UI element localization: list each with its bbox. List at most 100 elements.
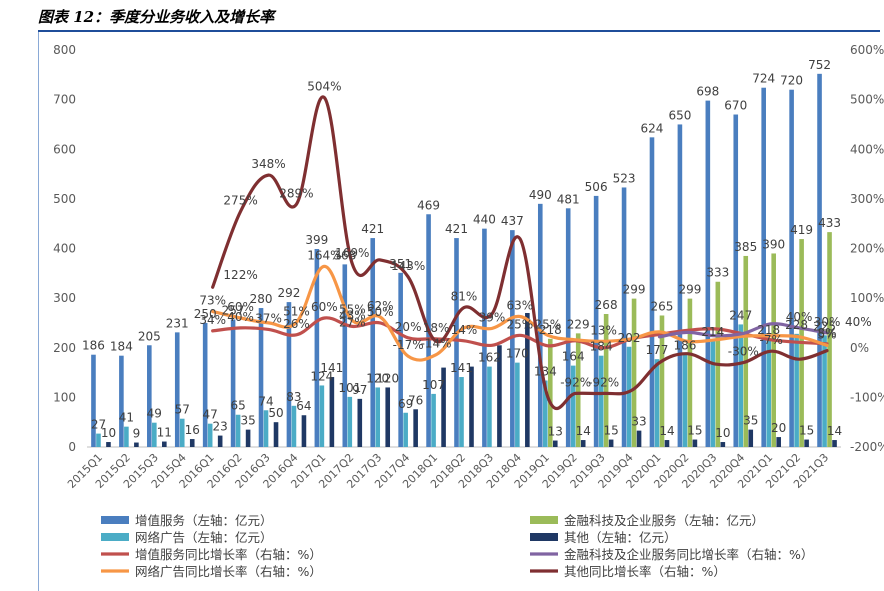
legend-label: 其他（左轴：亿元） [564,530,677,545]
bar-data-label: 724 [752,72,775,86]
bar [626,346,632,447]
line-data-label: 60% [227,300,254,314]
bar [431,393,436,447]
bar [827,232,832,447]
bar-data-label: 624 [641,121,664,135]
bar-data-label: 33 [631,415,646,429]
bar [677,124,683,447]
growth-line [211,264,829,362]
bar-data-label: 10 [101,426,116,440]
bar-data-label: 101 [338,381,361,395]
bar [542,380,548,447]
bar-data-label: 469 [417,198,440,212]
bar-data-label: 228 [785,318,808,332]
y-right-tick-label: 0% [850,341,869,355]
y-left-tick-label: 100 [53,390,76,404]
line-data-label: 40% [786,310,813,324]
bar-data-label: 225 [813,319,836,333]
bar [743,255,749,447]
bar [357,398,363,447]
bar-data-label: 14 [576,424,591,438]
bar [552,440,558,447]
bar-data-label: 399 [305,233,328,247]
line-data-label: 5% [818,327,837,341]
y-right-tick-label: -100% [850,390,884,404]
bar [314,248,320,447]
bar-data-label: 299 [678,283,701,297]
bar-data-label: 57 [175,403,190,417]
bar [134,442,139,447]
bar [342,264,348,447]
bar-data-label: 280 [250,292,273,306]
bar [258,308,264,447]
bar [598,355,604,447]
line-data-label: 50% [367,305,394,319]
bar-data-label: 247 [729,308,752,322]
bar-data-label: 170 [506,347,529,361]
bar [230,319,236,447]
legend-swatch [101,533,129,541]
bar [413,409,418,447]
bar-data-label: 162 [478,351,501,365]
y-left-tick-label: 800 [53,43,76,57]
bar-data-label: 333 [706,266,729,280]
bar-data-label: 214 [701,325,724,339]
bar-data-label: 265 [651,299,674,313]
legend-swatch [101,516,129,524]
y-left-tick-label: 300 [53,291,76,305]
line-data-label: 348% [251,157,285,171]
y-right-tick-label: 300% [850,192,884,206]
bar [329,377,335,447]
line-data-label: 275% [223,193,257,207]
bar-data-label: 13 [548,425,563,439]
bar [761,87,766,447]
line-data-label: 14% [451,323,478,337]
line-data-label: 73% [199,294,226,308]
legend-label: 增值服务（左轴：亿元） [135,513,273,528]
legend-label: 增值服务同比增长率（右轴：%） [135,547,322,562]
bar [370,238,376,447]
legend: 增值服务（左轴：亿元） 金融科技及企业服务（左轴：亿元） 网络广告（左轴：亿元） 其他… [101,513,813,579]
line-data-label: -30% [728,345,759,359]
bar [286,302,292,447]
bar [487,366,492,447]
bar-data-label: 490 [529,188,552,202]
y-left-tick-label: 200 [53,341,76,355]
growth-line [211,316,829,350]
bar [789,89,794,447]
bar-data-label: 268 [595,298,618,312]
line-data-label: 55% [339,302,366,316]
bar [664,440,670,447]
line-data-label: 143% [391,259,425,273]
bar-data-label: 83 [286,390,301,404]
bar-data-label: 351 [389,257,412,271]
bar [459,377,464,447]
bar [705,100,711,448]
bar-data-label: 41 [119,411,134,425]
bar-data-label: 15 [687,424,702,438]
bar [537,203,543,447]
bar-data-label: 14 [659,424,674,438]
bar-data-label: 299 [623,283,646,297]
bar-data-label: 368 [333,248,356,262]
bar-data-label: 433 [818,216,841,230]
growth-line [211,95,829,411]
y-left-tick-label: 600 [53,142,76,156]
bar [162,441,167,447]
bar [687,298,693,447]
bar [720,442,726,447]
bar-data-label: 9 [133,427,141,441]
line-data-label: 164% [307,248,341,262]
line-data-label: 13% [590,323,617,337]
bar [692,439,698,447]
line-data-label: 289% [279,186,313,200]
frame-left-rule [38,32,39,591]
chart-title: 图表 12：季度分业务收入及增长率 [38,8,275,26]
line-data-label: 43% [339,308,366,322]
bar [469,366,474,447]
bar [631,298,637,447]
bar [570,365,576,447]
bar-data-label: 218 [539,323,562,337]
